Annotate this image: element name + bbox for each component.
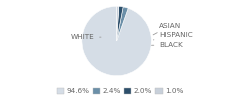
Legend: 94.6%, 2.4%, 2.0%, 1.0%: 94.6%, 2.4%, 2.0%, 1.0% — [54, 85, 186, 97]
Wedge shape — [117, 6, 123, 41]
Wedge shape — [117, 6, 119, 41]
Text: ASIAN: ASIAN — [153, 23, 182, 35]
Wedge shape — [117, 7, 128, 41]
Text: HISPANIC: HISPANIC — [153, 32, 193, 40]
Text: BLACK: BLACK — [151, 42, 183, 48]
Text: WHITE: WHITE — [70, 34, 101, 40]
Wedge shape — [82, 6, 151, 76]
